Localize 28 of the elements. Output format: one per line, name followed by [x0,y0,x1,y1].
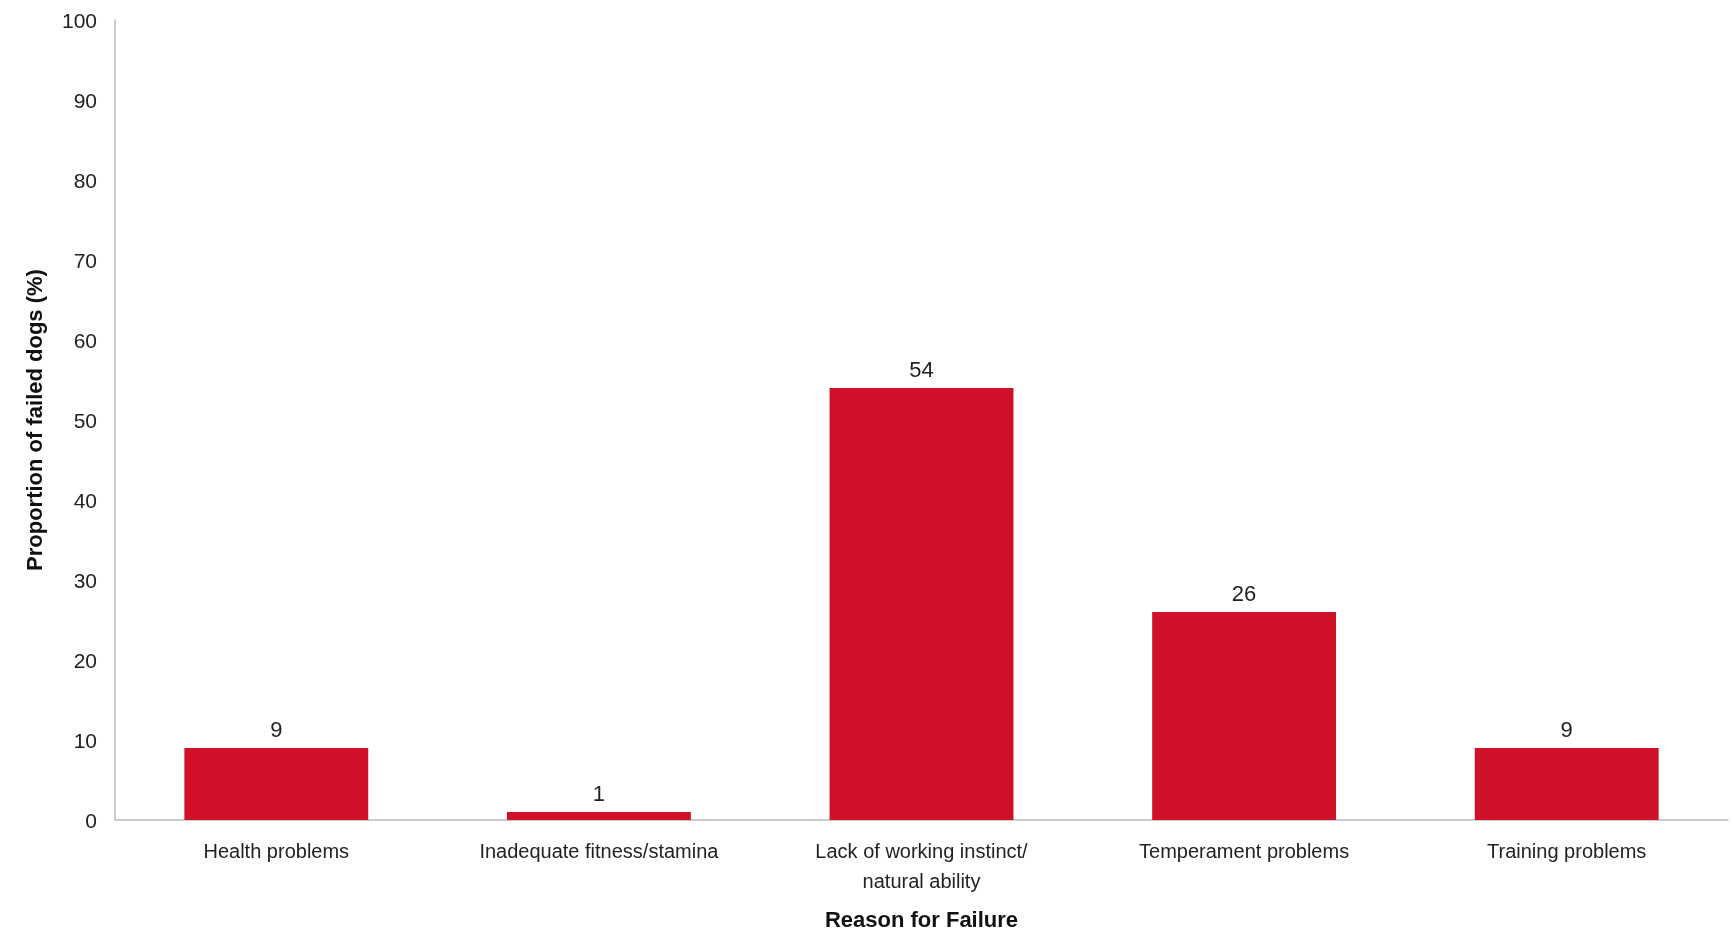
y-tick-label: 50 [73,408,97,432]
bar [1152,612,1337,820]
x-tick-label: Training problems [1487,840,1647,862]
x-tick-label: Health problems [203,840,350,862]
y-tick-label: 90 [73,88,97,112]
y-axis-title: Proportion of failed dogs (%) [21,269,47,571]
data-label: 1 [592,780,606,806]
bar [184,748,369,820]
data-label: 9 [1560,716,1573,742]
data-label: 54 [909,356,934,382]
x-tick-label: Inadequate fitness/stamina [479,840,720,862]
y-tick-label: 0 [85,808,97,832]
y-tick-label: 30 [73,568,97,592]
x-tick-label: Temperament problems [1139,840,1350,862]
bar [506,812,691,820]
y-tick-label: 70 [73,248,97,272]
bar [829,388,1014,820]
y-tick-label: 100 [61,8,97,32]
y-tick-label: 10 [73,728,97,752]
bar [1474,748,1659,820]
y-tick-label: 20 [73,648,97,672]
data-label: 26 [1231,580,1257,606]
y-tick-label: 60 [73,328,97,352]
x-axis-title: Reason for Failure [824,906,1019,932]
y-tick-label: 40 [73,488,97,512]
x-tick-label: Lack of working instinct/natural ability [815,840,1029,892]
data-label: 9 [270,716,283,742]
y-tick-label: 80 [73,168,97,192]
